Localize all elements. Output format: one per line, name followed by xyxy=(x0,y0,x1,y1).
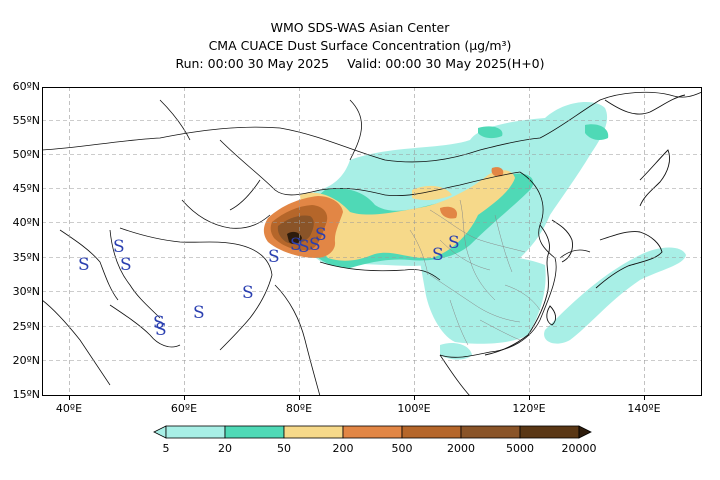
country-borders xyxy=(42,91,702,396)
colorbar-segment xyxy=(165,425,226,439)
run-time-label: Run: 00:00 30 May 2025 xyxy=(175,56,330,71)
dust-station-symbol: S xyxy=(113,237,125,257)
dust-station-symbol: S xyxy=(309,235,321,255)
dust-field-5000-20000 xyxy=(287,231,302,245)
axis-ticks xyxy=(69,396,645,400)
lat-label: 55ºN xyxy=(12,114,40,127)
lon-label: 60ºE xyxy=(170,402,198,415)
dust-station-symbol: S xyxy=(268,247,280,267)
dust-station-symbol: S xyxy=(155,320,167,340)
lat-label: 45ºN xyxy=(12,182,40,195)
coastlines xyxy=(484,94,686,356)
dust-station-symbol: S xyxy=(242,283,254,303)
graticule xyxy=(42,87,702,396)
map-title-line-1: WMO SDS-WAS Asian Center xyxy=(270,20,450,35)
lat-label: 15ºN xyxy=(12,388,40,401)
colorbar-low-arrow xyxy=(153,425,167,439)
colorbar-label: 200 xyxy=(332,442,354,455)
colorbar-label: 50 xyxy=(277,442,291,455)
colorbar-label: 20000 xyxy=(561,442,597,455)
map-title-line-3: Run: 00:00 30 May 2025 Valid: 00:00 30 Ma… xyxy=(0,55,720,73)
colorbar-high-arrow xyxy=(578,425,592,439)
lon-label: 140ºE xyxy=(627,402,661,415)
dust-station-symbol: S xyxy=(78,255,90,275)
map-frame xyxy=(42,87,702,396)
lon-label: 120ºE xyxy=(512,402,546,415)
province-borders xyxy=(409,199,541,346)
colorbar-segment xyxy=(519,425,580,439)
map-area: S S S S S S S S S S S S S S xyxy=(42,87,702,396)
dust-station-symbol: S xyxy=(153,313,165,333)
colorbar-segment xyxy=(460,425,521,439)
dust-station-symbol: S xyxy=(120,255,132,275)
colorbar-segment xyxy=(283,425,344,439)
colorbar-label: 5 xyxy=(162,442,170,455)
lat-label: 60ºN xyxy=(12,80,40,93)
dust-station-symbol: S xyxy=(448,233,460,253)
lat-label: 40ºN xyxy=(12,216,40,229)
lat-label: 50ºN xyxy=(12,148,40,161)
valid-time-label: Valid: 00:00 30 May 2025(H+0) xyxy=(347,56,545,71)
dust-field-50-200 xyxy=(300,170,515,261)
colorbar-label: 500 xyxy=(391,442,413,455)
lon-label: 40ºE xyxy=(55,402,83,415)
dust-station-symbol: S xyxy=(193,303,205,323)
map-title-line-2: CMA CUACE Dust Surface Concentration (μg… xyxy=(208,38,512,53)
colorbar-segment xyxy=(342,425,403,439)
colorbar-label: 20 xyxy=(218,442,232,455)
dust-station-symbol: S xyxy=(298,237,310,257)
colorbar xyxy=(153,425,592,439)
colorbar-label: 5000 xyxy=(506,442,534,455)
lat-label: 25ºN xyxy=(12,320,40,333)
station-symbols: S S S S S S S S S S S S S S xyxy=(78,225,460,340)
lon-label: 100ºE xyxy=(397,402,431,415)
colorbar-segment xyxy=(401,425,462,439)
colorbar-label: 2000 xyxy=(447,442,475,455)
lat-label: 30ºN xyxy=(12,285,40,298)
colorbar-segment xyxy=(224,425,285,439)
dust-station-symbol: S xyxy=(290,235,302,255)
lat-label: 20ºN xyxy=(12,354,40,367)
lon-label: 80ºE xyxy=(285,402,313,415)
dust-station-symbol: S xyxy=(315,225,327,245)
lat-label: 35ºN xyxy=(12,251,40,264)
dust-station-symbol: S xyxy=(432,245,444,265)
